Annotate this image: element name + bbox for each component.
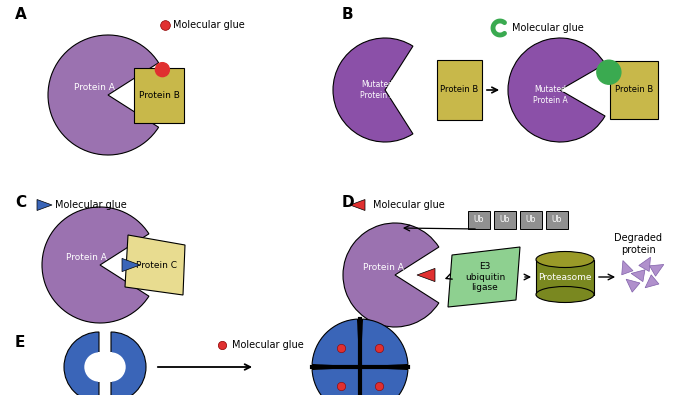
Bar	[134, 68, 184, 122]
Wedge shape	[111, 352, 126, 382]
Text: Protein A: Protein A	[362, 263, 404, 271]
Polygon shape	[645, 275, 659, 288]
Bar	[520, 211, 542, 229]
Wedge shape	[312, 367, 360, 395]
Text: Molecular glue: Molecular glue	[232, 340, 304, 350]
Text: Ub: Ub	[526, 216, 536, 224]
Text: Ub: Ub	[552, 216, 562, 224]
Wedge shape	[508, 38, 605, 142]
Wedge shape	[84, 352, 99, 382]
Text: B: B	[342, 7, 354, 22]
Text: Molecular glue: Molecular glue	[373, 200, 445, 210]
Polygon shape	[639, 257, 651, 271]
Polygon shape	[649, 265, 664, 276]
Text: D: D	[342, 195, 354, 210]
Polygon shape	[448, 247, 520, 307]
Polygon shape	[631, 270, 645, 282]
Wedge shape	[48, 35, 159, 155]
Text: Molecular glue: Molecular glue	[512, 23, 584, 33]
Text: Protein B: Protein B	[440, 85, 478, 94]
Polygon shape	[622, 261, 633, 275]
Bar	[468, 211, 490, 229]
Polygon shape	[125, 235, 185, 295]
Text: Mutated
Protein A: Mutated Protein A	[360, 80, 394, 100]
Text: Molecular glue: Molecular glue	[55, 200, 127, 210]
Polygon shape	[37, 199, 52, 211]
Text: C: C	[15, 195, 26, 210]
Bar	[536, 260, 594, 295]
Text: Proteasome: Proteasome	[538, 273, 592, 282]
Wedge shape	[42, 207, 149, 323]
Text: Ub: Ub	[500, 216, 510, 224]
Wedge shape	[333, 38, 413, 142]
Text: E3
ubiquitin
ligase: E3 ubiquitin ligase	[465, 262, 505, 292]
Text: Protein A: Protein A	[65, 252, 107, 261]
Text: Protein B: Protein B	[615, 85, 653, 94]
Circle shape	[155, 63, 169, 77]
Polygon shape	[350, 199, 365, 211]
Bar	[98, 352, 112, 382]
Wedge shape	[360, 319, 408, 367]
Wedge shape	[312, 319, 360, 367]
Wedge shape	[360, 367, 408, 395]
Bar	[437, 60, 481, 120]
Polygon shape	[417, 268, 435, 282]
Text: Protein A: Protein A	[74, 83, 115, 92]
Text: Mutated
Protein A: Mutated Protein A	[533, 85, 568, 105]
Text: Protein B: Protein B	[138, 90, 180, 100]
Polygon shape	[626, 279, 640, 292]
Text: Ub: Ub	[474, 216, 484, 224]
Text: E: E	[15, 335, 26, 350]
Wedge shape	[343, 223, 439, 327]
Bar	[494, 211, 516, 229]
Ellipse shape	[536, 286, 594, 303]
Wedge shape	[64, 332, 99, 395]
Ellipse shape	[536, 252, 594, 267]
Bar	[546, 211, 568, 229]
Text: Degraded
protein: Degraded protein	[614, 233, 662, 255]
Circle shape	[597, 60, 621, 84]
Text: A: A	[15, 7, 27, 22]
Bar	[610, 61, 658, 119]
Text: Protein C: Protein C	[136, 260, 178, 269]
Wedge shape	[111, 332, 146, 395]
Text: Molecular glue: Molecular glue	[173, 20, 245, 30]
Polygon shape	[122, 258, 140, 272]
